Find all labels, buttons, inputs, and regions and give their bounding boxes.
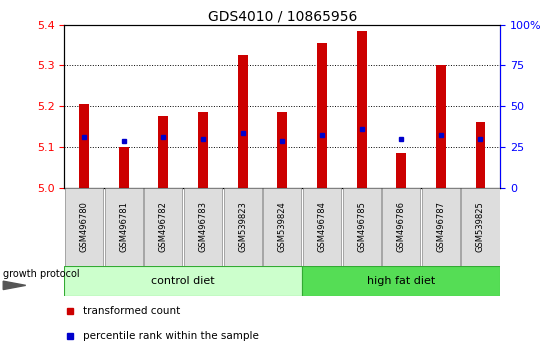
Text: GSM496783: GSM496783 <box>198 201 207 252</box>
Bar <box>357 31 367 188</box>
Bar <box>158 116 168 188</box>
Bar <box>396 153 406 188</box>
Bar <box>263 188 301 266</box>
Bar <box>422 188 460 266</box>
Text: growth protocol: growth protocol <box>3 269 80 279</box>
Polygon shape <box>3 281 26 290</box>
Bar <box>119 147 129 188</box>
Bar <box>302 266 500 296</box>
Text: GSM496782: GSM496782 <box>159 201 168 252</box>
Text: GSM496786: GSM496786 <box>397 201 406 252</box>
Text: GSM496784: GSM496784 <box>318 201 326 252</box>
Text: transformed count: transformed count <box>83 306 180 316</box>
Bar <box>238 55 248 188</box>
Bar <box>317 43 327 188</box>
Bar <box>79 104 89 188</box>
Bar <box>198 112 208 188</box>
Bar <box>343 188 381 266</box>
Text: GSM496781: GSM496781 <box>119 201 128 252</box>
Bar <box>224 188 262 266</box>
Text: GSM539823: GSM539823 <box>238 201 247 252</box>
Bar <box>303 188 341 266</box>
Bar <box>144 188 182 266</box>
Text: high fat diet: high fat diet <box>367 275 435 286</box>
Text: percentile rank within the sample: percentile rank within the sample <box>83 331 258 341</box>
Bar <box>436 65 446 188</box>
Text: GSM539825: GSM539825 <box>476 201 485 252</box>
Text: GSM496780: GSM496780 <box>79 201 89 252</box>
Bar <box>476 122 485 188</box>
Text: control diet: control diet <box>151 275 215 286</box>
Title: GDS4010 / 10865956: GDS4010 / 10865956 <box>207 10 357 24</box>
Bar <box>105 188 143 266</box>
Bar <box>277 112 287 188</box>
Bar <box>64 266 302 296</box>
Bar <box>65 188 103 266</box>
Text: GSM496787: GSM496787 <box>437 201 446 252</box>
Bar <box>462 188 500 266</box>
Text: GSM539824: GSM539824 <box>278 201 287 252</box>
Bar <box>382 188 420 266</box>
Bar <box>184 188 222 266</box>
Text: GSM496785: GSM496785 <box>357 201 366 252</box>
